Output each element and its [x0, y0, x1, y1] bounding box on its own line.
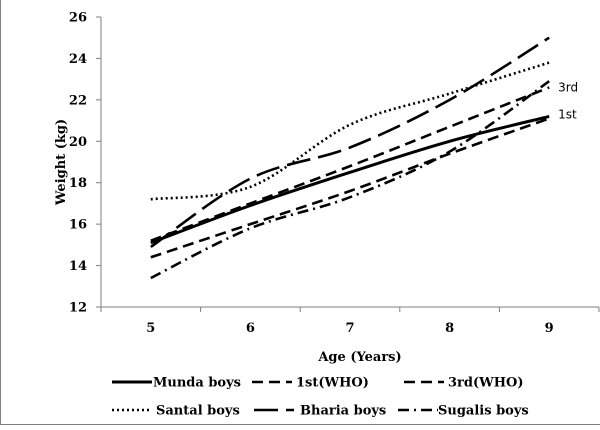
y-tick-label: 24	[69, 52, 87, 67]
series-line-munda-boys	[150, 114, 550, 245]
y-axis-title: Weight (kg)	[54, 119, 69, 206]
legend-label: Sugalis boys	[438, 404, 529, 419]
y-tick-label: 22	[69, 93, 87, 108]
y-tick-label: 16	[69, 218, 87, 233]
legend-label: Munda boys	[153, 376, 241, 391]
y-tick-label: 26	[69, 11, 87, 26]
legend-label: Santal boys	[156, 404, 240, 419]
x-axis-title: Age (Years)	[317, 350, 401, 365]
y-tick-label: 12	[69, 301, 87, 316]
legend-label: Bharia boys	[300, 404, 386, 419]
x-tick-label: 6	[246, 321, 255, 336]
y-tick-label: 14	[69, 259, 87, 274]
y-tick-label: 18	[69, 176, 87, 191]
legend-label: 3rd(WHO)	[448, 376, 524, 391]
y-tick-label: 20	[69, 135, 87, 150]
x-tick-label: 8	[445, 321, 454, 336]
x-tick-label: 9	[545, 321, 554, 336]
x-tick-label: 7	[345, 321, 354, 336]
series-line-bharia-boys	[150, 36, 550, 249]
series-line-santal-boys	[150, 61, 550, 201]
legend: Munda boys 1st(WHO) 3rd(WHO) Santal boys Bha…	[112, 376, 529, 419]
series-line-1st-who	[150, 117, 550, 259]
annotation-label: 1st	[558, 107, 577, 121]
series-line-3rd-who	[150, 86, 550, 242]
series-line-sugalis-boys	[150, 80, 550, 280]
annotation-label: 3rd	[558, 80, 578, 94]
x-tick-label: 5	[146, 321, 155, 336]
axes: 12 14 16 18 20 22 24 26 5 6 7 8 9	[69, 11, 600, 336]
plot-lines	[150, 36, 550, 280]
legend-label: 1st(WHO)	[296, 376, 369, 391]
annotations: 3rd 1st	[558, 80, 578, 121]
